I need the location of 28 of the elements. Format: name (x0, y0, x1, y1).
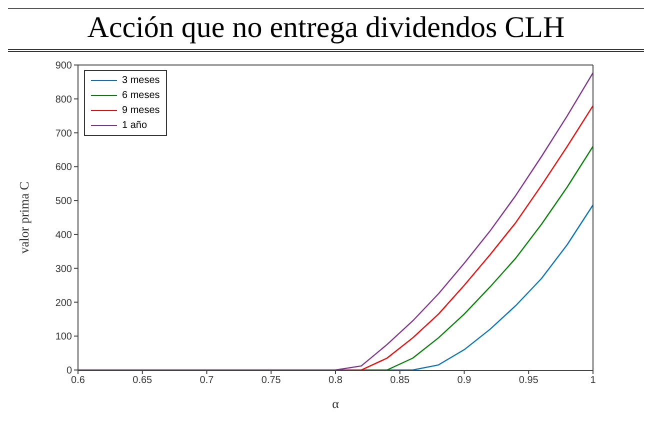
y-tick-label: 700 (55, 128, 72, 140)
line-series (386, 204, 593, 370)
y-tick-label: 0 (66, 366, 72, 377)
x-tick-label: 0.85 (390, 375, 410, 386)
line-series (360, 146, 593, 370)
legend-label: 9 meses (122, 105, 160, 116)
legend-label: 1 año (122, 120, 148, 131)
y-tick-label: 600 (55, 162, 72, 174)
x-tick-label: 0.9 (457, 375, 472, 386)
y-tick-label: 900 (55, 60, 72, 72)
y-tick-label: 200 (55, 298, 72, 309)
y-tick-label: 500 (55, 196, 72, 208)
legend-label: 6 meses (122, 90, 160, 101)
x-tick-label: 0.65 (132, 375, 153, 386)
chart-title: Acción que no entrega dividendos CLH (8, 8, 644, 52)
y-tick-label: 300 (55, 264, 72, 275)
x-tick-label: 0.7 (200, 375, 214, 386)
legend-label: 3 meses (122, 75, 160, 86)
x-tick-label: 0.95 (518, 375, 539, 386)
y-tick-label: 800 (55, 94, 72, 106)
x-tick-label: 0.75 (261, 375, 282, 386)
x-axis-title: α (332, 396, 340, 411)
y-axis-title: valor prima C (16, 181, 32, 254)
x-tick-label: 0.8 (328, 375, 343, 386)
y-tick-label: 400 (55, 230, 72, 241)
x-tick-label: 1 (590, 375, 596, 386)
y-tick-label: 100 (55, 332, 72, 343)
x-tick-label: 0.6 (71, 375, 86, 386)
